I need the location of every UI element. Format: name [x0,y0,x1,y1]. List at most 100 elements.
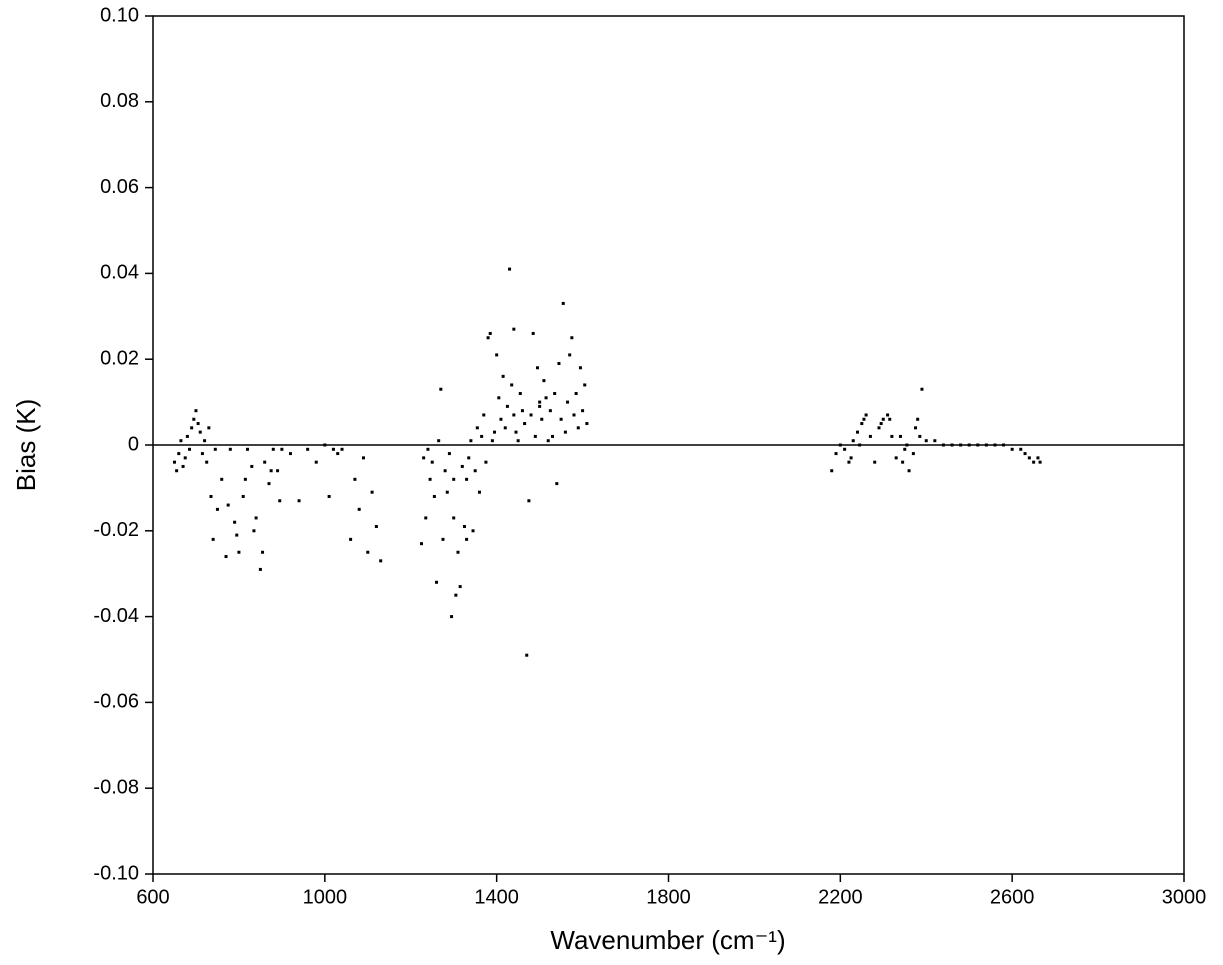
point [499,417,503,421]
point [894,456,898,460]
point [280,447,284,451]
point [525,653,529,657]
point [480,434,484,438]
point [211,537,215,541]
point [340,447,344,451]
x-axis-label: Wavenumber (cm⁻¹) [550,925,785,955]
point [261,550,265,554]
point [185,434,189,438]
point [898,434,902,438]
point [353,477,357,481]
point [205,460,209,464]
x-tick-label: 1000 [303,886,348,908]
point [546,439,550,443]
point [179,439,183,443]
point [426,447,430,451]
point [856,430,860,434]
point [439,387,443,391]
y-tick-label: 0.02 [100,347,139,369]
point [563,430,567,434]
point [258,567,262,571]
point [553,392,557,396]
point [523,422,527,426]
point [226,503,230,507]
point [529,413,533,417]
point [1027,456,1031,460]
point [379,559,383,563]
y-axis-label: Bias (K) [11,399,41,491]
point [246,447,250,451]
point [903,447,907,451]
point [276,469,280,473]
x-tick-label: 1800 [646,886,691,908]
point [460,464,464,468]
point [512,413,516,417]
point [203,439,207,443]
point [941,443,945,447]
point [190,426,194,430]
x-tick-label: 2200 [818,886,863,908]
point [1032,460,1036,464]
point [228,447,232,451]
point [443,469,447,473]
point [933,439,937,443]
y-tick-label: 0 [128,433,139,455]
point [976,443,980,447]
point [967,443,971,447]
point [306,447,310,451]
point [581,409,585,413]
point [428,477,432,481]
point [422,456,426,460]
point [288,452,292,456]
point [465,477,469,481]
point [349,537,353,541]
point [224,555,228,559]
point [462,525,466,529]
point [858,443,862,447]
y-tick-label: -0.10 [93,862,139,884]
point [830,469,834,473]
point [374,525,378,529]
point [370,490,374,494]
point [1023,452,1027,456]
point [886,413,890,417]
point [1019,447,1023,451]
point [1002,443,1006,447]
point [888,417,892,421]
point [868,434,872,438]
point [441,537,445,541]
point [435,580,439,584]
point [542,379,546,383]
point [501,374,505,378]
point [578,366,582,370]
point [327,494,331,498]
point [864,413,868,417]
point [467,456,471,460]
point [471,529,475,533]
point [432,494,436,498]
point [331,447,335,451]
point [873,460,877,464]
point [252,529,256,533]
point [907,469,911,473]
x-tick-label: 3000 [1162,886,1207,908]
point [1036,456,1040,460]
point [456,550,460,554]
point [452,516,456,520]
point [233,520,237,524]
point [207,426,211,430]
point [465,537,469,541]
point [445,490,449,494]
point [905,443,909,447]
y-tick-label: 0.10 [100,4,139,26]
point [576,426,580,430]
point [437,439,441,443]
point [514,430,518,434]
point [877,426,881,430]
y-tick-label: -0.02 [93,519,139,541]
point [357,507,361,511]
point [510,383,514,387]
point [458,585,462,589]
point [572,413,576,417]
point [881,417,885,421]
